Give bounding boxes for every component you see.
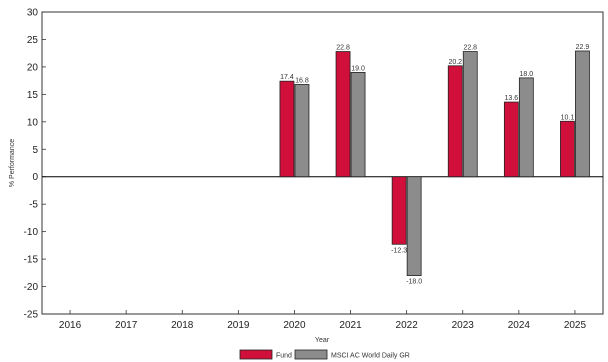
data-label: 19.0 (351, 65, 365, 72)
y-tick-label: 30 (27, 8, 39, 19)
legend: Fund MSCI AC World Daily GR (239, 349, 410, 360)
y-tick-label: 25 (27, 35, 39, 46)
y-tick-label: -20 (24, 282, 39, 293)
fund-bar (391, 176, 407, 245)
y-tick-label: -25 (24, 310, 39, 321)
data-label: 13.6 (505, 95, 519, 102)
y-tick-label: 5 (32, 145, 38, 156)
x-tick-label: 2024 (508, 320, 531, 331)
y-axis-ticks: 30 25 20 15 10 5 0 -5 -10 -15 -20 -25 (24, 8, 46, 321)
y-tick-label: -10 (24, 227, 39, 238)
fund-bar (560, 120, 575, 178)
x-tick-label: 2017 (115, 320, 138, 331)
x-tick-label: 2019 (227, 320, 250, 331)
x-tick-label: 2021 (339, 320, 362, 331)
y-tick-label: 0 (32, 172, 38, 183)
benchmark-bar (294, 84, 310, 178)
legend-label-fund: Fund (276, 353, 292, 360)
x-tick-label: 2018 (171, 320, 194, 331)
data-label: 17.4 (280, 74, 294, 81)
fund-bar (503, 101, 519, 178)
legend-swatch-fund (239, 349, 273, 360)
benchmark-bar (350, 72, 366, 178)
data-label: 22.8 (336, 45, 350, 52)
x-tick-label: 2022 (396, 320, 419, 331)
x-axis-ticks: 2016 2017 2018 2019 2020 2021 2022 2023 2024 2025 (59, 310, 587, 331)
x-axis-title: Year (315, 337, 330, 344)
x-tick-label: 2025 (564, 320, 587, 331)
data-label: 20.2 (448, 59, 462, 66)
fund-bar (447, 65, 463, 178)
y-tick-label: -15 (24, 255, 39, 266)
bars (279, 50, 590, 276)
x-tick-label: 2023 (452, 320, 475, 331)
benchmark-bar (518, 77, 534, 178)
legend-label-benchmark: MSCI AC World Daily GR (331, 353, 410, 360)
y-tick-label: 20 (27, 62, 39, 73)
y-axis-title: % Performance (9, 139, 16, 187)
benchmark-bar (406, 176, 422, 276)
benchmark-bar (462, 51, 478, 178)
y-tick-label: 10 (27, 117, 39, 128)
data-labels: 17.4 16.822.819.0-12.3-18.020.222.813.618… (280, 44, 589, 286)
data-label: 22.8 (463, 45, 477, 52)
plot-frame (41, 11, 604, 315)
data-label: 10.1 (561, 114, 575, 121)
y-tick-label: -5 (29, 200, 38, 211)
data-label: -12.3 (391, 247, 407, 254)
legend-swatch-benchmark (294, 349, 328, 360)
benchmark-bar (575, 50, 590, 178)
fund-bar (335, 51, 351, 178)
data-label: 22.9 (576, 44, 590, 51)
x-tick-label: 2020 (283, 320, 306, 331)
fund-bar (279, 80, 295, 178)
data-label: -18.0 (406, 279, 422, 286)
data-label: 16.8 (295, 77, 309, 84)
y-tick-label: 15 (27, 90, 39, 101)
x-tick-label: 2016 (59, 320, 82, 331)
data-label: 18.0 (520, 71, 534, 78)
